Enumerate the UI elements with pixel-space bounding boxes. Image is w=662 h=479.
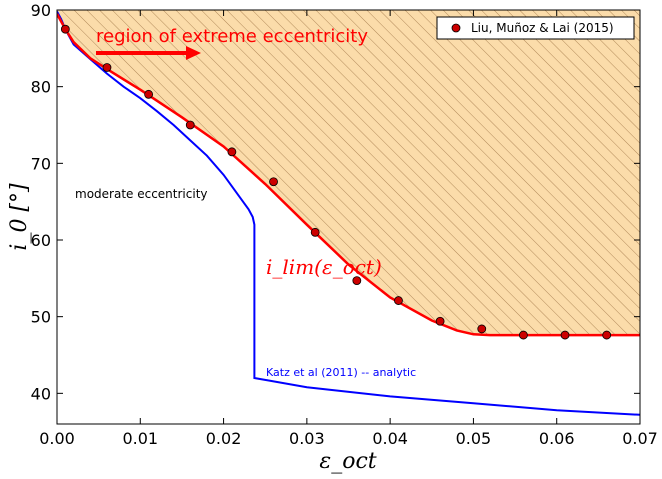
scatter-point	[477, 324, 487, 334]
x-tick-label: 0.00	[39, 429, 75, 448]
y-axis-label: i_0 [°]	[7, 183, 32, 251]
scatter-point	[352, 276, 362, 286]
x-axis: 0.00 0.01 0.02 0.03 0.04 0.05 0.06 0.07	[39, 10, 658, 448]
x-tick-label: 0.04	[372, 429, 408, 448]
y-tick-label: 40	[31, 384, 51, 403]
scatter-point	[519, 330, 528, 340]
legend-label: Liu, Muñoz & Lai (2015)	[471, 21, 614, 35]
katz-label: Katz et al (2011) -- analytic	[266, 366, 416, 379]
plot-frame	[56, 9, 641, 425]
x-tick-label: 0.05	[456, 429, 492, 448]
scatter-point	[310, 227, 320, 237]
scatter-point	[185, 120, 195, 130]
y-tick-label: 50	[31, 308, 51, 327]
scatter-points	[60, 24, 612, 340]
scatter-point	[60, 24, 70, 34]
x-tick-label: 0.06	[539, 429, 575, 448]
extreme-eccentricity-region	[57, 10, 640, 336]
y-tick-label: 70	[31, 154, 51, 173]
legend: Liu, Muñoz & Lai (2015)	[436, 16, 635, 40]
x-tick-label: 0.02	[206, 429, 242, 448]
legend-marker	[451, 23, 461, 33]
ilim-label: i_lim(ε_oct)	[266, 255, 382, 279]
region-arrow-head	[186, 46, 201, 60]
region-annotation: region of extreme eccentricity	[96, 26, 368, 60]
plot-area	[57, 10, 640, 416]
x-tick-label: 0.07	[622, 429, 658, 448]
region-label: region of extreme eccentricity	[96, 26, 368, 47]
scatter-point	[394, 296, 403, 305]
legend-box	[436, 16, 635, 40]
scatter-point	[435, 316, 445, 326]
moderate-label: moderate eccentricity	[75, 187, 208, 201]
x-tick-label: 0.01	[122, 429, 158, 448]
x-tick-label: 0.03	[289, 429, 325, 448]
scatter-point	[560, 330, 570, 340]
scatter-point	[269, 177, 278, 187]
ilim-line	[57, 13, 640, 337]
y-tick-label: 80	[31, 78, 51, 97]
y-tick-label: 90	[31, 1, 51, 20]
scatter-point	[227, 147, 237, 157]
scatter-point	[602, 330, 612, 340]
scatter-point	[144, 89, 154, 99]
x-axis-label: ε_oct	[319, 449, 376, 474]
y-tick-label: 60	[31, 231, 51, 250]
scatter-point	[102, 63, 112, 72]
y-axis: 40 50 60 70 80 90	[31, 1, 640, 403]
